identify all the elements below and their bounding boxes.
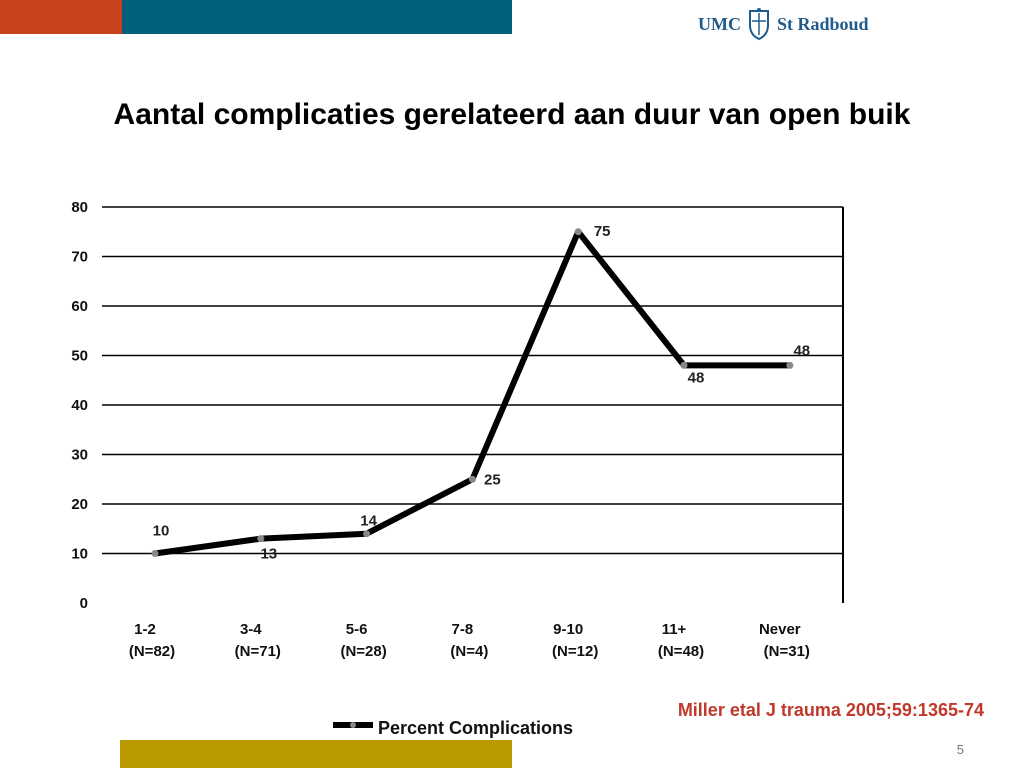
y-tick-label: 30 xyxy=(71,447,88,464)
x-category-sublabel: (N=4) xyxy=(450,643,488,660)
y-tick-label: 70 xyxy=(71,249,88,266)
x-category-label: 5-6 xyxy=(346,621,368,638)
legend-label: Percent Complications xyxy=(378,718,573,738)
data-label: 25 xyxy=(484,471,501,488)
logo-text-umc: UMC xyxy=(698,13,741,34)
crest-icon xyxy=(749,8,769,41)
x-category-sublabel: (N=48) xyxy=(658,643,704,660)
x-category-sublabel: (N=31) xyxy=(764,643,810,660)
data-point xyxy=(151,550,159,557)
data-point xyxy=(680,361,688,369)
slide-title: Aantal complicaties gerelateerd aan duur… xyxy=(113,98,911,131)
data-point xyxy=(468,475,476,483)
data-label: 14 xyxy=(360,513,377,530)
x-category-sublabel: (N=71) xyxy=(235,643,281,660)
x-category-label: 7-8 xyxy=(452,621,474,638)
y-tick-label: 60 xyxy=(71,298,88,315)
x-category-label: 1-2 xyxy=(134,621,156,638)
x-category-sublabel: (N=12) xyxy=(552,643,598,660)
bottom-accent-bar-gold xyxy=(120,740,512,768)
y-tick-label: 50 xyxy=(71,348,88,365)
top-accent-bar-teal xyxy=(122,0,512,34)
data-label: 48 xyxy=(688,369,705,386)
data-label: 75 xyxy=(594,223,611,240)
logo-text-st-radboud: St Radboud xyxy=(777,13,869,34)
x-category-label: 3-4 xyxy=(240,621,262,638)
data-point xyxy=(363,530,371,538)
data-label: 10 xyxy=(153,523,170,540)
data-point xyxy=(257,535,265,543)
x-category-label: 9-10 xyxy=(553,621,583,638)
x-category-sublabel: (N=82) xyxy=(129,643,175,660)
data-label: 48 xyxy=(793,342,810,359)
data-point xyxy=(574,228,582,236)
y-tick-label: 80 xyxy=(71,199,88,216)
data-label: 13 xyxy=(260,546,277,563)
y-tick-label: 40 xyxy=(71,397,88,414)
data-point xyxy=(786,361,794,369)
x-category-sublabel: (N=28) xyxy=(340,643,386,660)
umc-logo: UMC St Radboud xyxy=(698,6,869,42)
slide-number: 5 xyxy=(956,742,964,757)
series-line-percent-complications xyxy=(154,228,790,557)
x-category-label: 11+ xyxy=(662,621,687,638)
y-tick-label: 20 xyxy=(71,496,88,513)
y-tick-label: 0 xyxy=(80,595,88,612)
citation: Miller etal J trauma 2005;59:1365-74 xyxy=(677,700,984,720)
y-tick-label: 10 xyxy=(71,546,88,563)
top-accent-bar-orange xyxy=(0,0,122,34)
x-category-label: Never xyxy=(759,621,801,638)
legend-marker xyxy=(350,722,356,728)
